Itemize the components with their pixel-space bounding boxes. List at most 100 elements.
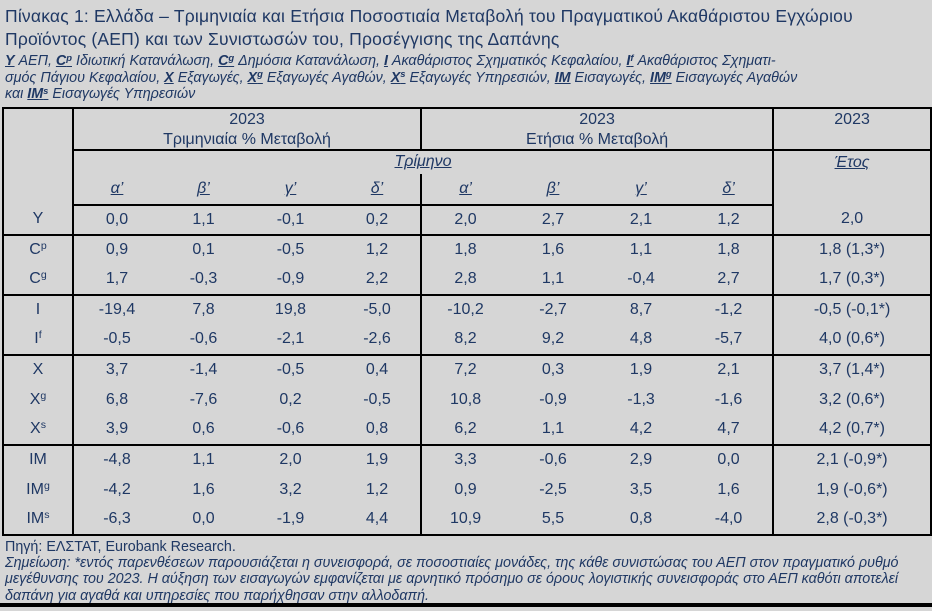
note-text: Σημείωση: *εντός παρενθέσεων παρουσιάζετ… <box>5 554 899 605</box>
quarterly-value-cell: 0,8 <box>365 420 389 437</box>
quarterly-value-cell: 1,1 <box>160 443 247 475</box>
quarterly-value-cell: 3,7 <box>73 353 160 385</box>
header-empty-cell <box>772 130 932 151</box>
legend-symbol: Y <box>5 53 15 69</box>
row-label: I <box>3 293 74 325</box>
quarterly-value-cell: 6,8 <box>105 390 129 408</box>
quarter-label: β’ <box>546 179 560 197</box>
quarterly-value-cell: 1,6 <box>192 480 215 498</box>
year-span-label: Έτος <box>834 153 870 171</box>
table-row: Cp 0,9 0,1 -0,5 1,2 1,8 1,6 1,1 1,8 1,8 (1,3*) <box>3 233 932 265</box>
row-label: IMs <box>3 504 74 535</box>
quarterly-value-cell: 2,2 <box>365 270 389 287</box>
quarter-span-label: Τρίμηνο <box>394 153 452 170</box>
annual-value-cell: -10,2 <box>420 293 510 325</box>
quarterly-value-cell: -4,8 <box>73 443 160 475</box>
legend-symbol: IMs <box>27 84 49 102</box>
quarterly-value-cell: -1,4 <box>160 353 247 385</box>
quarterly-value-cell: 0,0 <box>105 210 129 228</box>
annual-value-cell: 4,2 <box>629 420 653 437</box>
annual-value-cell: 4,7 <box>717 420 740 437</box>
legend-symbol: Cg <box>218 51 235 69</box>
quarterly-value-cell: -5,0 <box>334 293 422 325</box>
annual-value-cell: -1,2 <box>685 293 774 325</box>
legend-line: και IMs Εισαγωγές Υπηρεσιών <box>5 84 196 102</box>
annual-value-cell: 7,2 <box>420 353 510 385</box>
legend-symbol: IMg <box>650 68 672 86</box>
year-value-cell: 2,1 (-0,9*) <box>772 443 932 475</box>
quarterly-value-cell: 0,9 <box>73 233 160 265</box>
quarter-label: α’ <box>459 179 472 197</box>
header-year-annual: 2023 <box>420 107 774 131</box>
annual-value-cell: 1,6 <box>717 480 740 498</box>
quarter-col-header: α’ <box>73 173 160 206</box>
quarterly-value-cell: 19,8 <box>247 293 334 325</box>
year-value-cell: 2,8 (-0,3*) <box>772 504 932 535</box>
table-row: IM -4,8 1,1 2,0 1,9 3,3 -0,6 2,9 0,0 2,1 (-0,9*) <box>3 443 932 475</box>
annual-value-cell: 1,2 <box>717 210 740 228</box>
quarter-col-header: δ’ <box>685 173 774 206</box>
annual-value-cell: 1,8 <box>420 233 510 265</box>
quarter-label: δ’ <box>370 179 384 197</box>
annual-value-cell: -0,6 <box>509 443 598 475</box>
row-label: Cg <box>3 264 74 295</box>
legend-line: Y ΑΕΠ, Cp Ιδιωτική Κατανάλωση, Cg Δημόσι… <box>5 51 776 69</box>
annual-value-cell: 6,2 <box>420 414 510 445</box>
year-value-cell: 2,0 <box>772 204 932 235</box>
annual-value-cell: 2,1 <box>685 353 774 385</box>
legend-symbol: IM <box>554 69 571 86</box>
header-year-quarterly: 2023 <box>229 110 265 128</box>
year-value-cell: 4,0 (0,6*) <box>772 324 932 355</box>
quarterly-value-cell: -0,5 <box>247 353 334 385</box>
annual-value-cell: -5,7 <box>714 330 743 347</box>
quarterly-value-cell: -2,1 <box>276 330 305 347</box>
annual-value-cell: 10,8 <box>420 384 510 415</box>
table-row: Cg 1,7 -0,3 -0,9 2,2 2,8 1,1 -0,4 2,7 1,7 (0,3*) <box>3 264 932 295</box>
annual-value-cell: -1,6 <box>714 390 743 408</box>
header-row-span-labels: Τρίμηνο Έτος <box>3 149 932 205</box>
quarterly-value-cell: 1,9 <box>334 443 422 475</box>
annual-value-cell: 0,9 <box>420 474 510 505</box>
annual-value-cell: 9,2 <box>541 330 565 347</box>
header-label-empty-cell <box>3 149 74 205</box>
header-year-total: 2023 <box>772 107 932 131</box>
quarterly-value-cell: -0,3 <box>189 270 218 287</box>
quarterly-value-cell: -0,5 <box>103 330 131 347</box>
year-value-cell: 1,9 (-0,6*) <box>772 474 932 505</box>
quarter-label: β’ <box>197 179 210 197</box>
annual-value-cell: 2,8 <box>420 264 510 295</box>
header-row-quarters: α’ β’ γ’ δ’ α’ β’ γ’ δ’ <box>3 173 931 206</box>
year-value-cell: 4,2 (0,7*) <box>772 414 932 445</box>
quarter-col-header: δ’ <box>334 173 422 206</box>
annual-value-cell: 2,9 <box>597 443 686 475</box>
quarterly-value-cell: -2,6 <box>363 330 391 347</box>
quarter-label: γ’ <box>284 179 297 197</box>
annual-value-cell: -2,7 <box>509 293 598 325</box>
table-row: Y 0,0 1,1 -0,1 0,2 2,0 2,7 2,1 1,2 2,0 <box>3 204 932 235</box>
title-line-1: Πίνακας 1: Ελλάδα – Τριμηνιαία και Ετήσι… <box>5 6 853 26</box>
legend-symbol: If <box>626 51 634 69</box>
annual-value-cell: 5,5 <box>541 510 565 527</box>
year-value-cell: 1,7 (0,3*) <box>772 264 932 295</box>
quarterly-value-cell: 4,4 <box>365 510 389 527</box>
annual-value-cell: -2,5 <box>539 480 567 498</box>
table-row: I -19,4 7,8 19,8 -5,0 -10,2 -2,7 8,7 -1,2 -0,5 (-… <box>3 293 932 325</box>
legend-symbol: Xg <box>247 68 263 86</box>
quarterly-value-cell: 0,2 <box>365 210 389 228</box>
quarterly-value-cell: -1,9 <box>276 510 305 527</box>
legend-symbol: Xs <box>390 68 406 86</box>
bottom-rule <box>0 603 932 607</box>
quarterly-value-cell: 1,1 <box>192 210 215 228</box>
year-value-cell: 3,2 (0,6*) <box>772 384 932 415</box>
annual-value-cell: 0,0 <box>685 443 774 475</box>
header-label-empty-cell <box>3 107 74 150</box>
quarterly-value-cell: -0,6 <box>189 330 218 347</box>
annual-value-cell: 1,1 <box>597 233 686 265</box>
annual-value-cell: 8,7 <box>597 293 686 325</box>
header-quarterly-title: Τριμηνιαία % Μεταβολή <box>73 130 422 151</box>
quarter-col-header: β’ <box>160 173 247 206</box>
row-label: Xg <box>3 384 74 415</box>
annual-value-cell: 2,7 <box>717 270 740 287</box>
annual-value-cell: 0,3 <box>509 353 598 385</box>
quarterly-value-cell: 0,1 <box>160 233 247 265</box>
